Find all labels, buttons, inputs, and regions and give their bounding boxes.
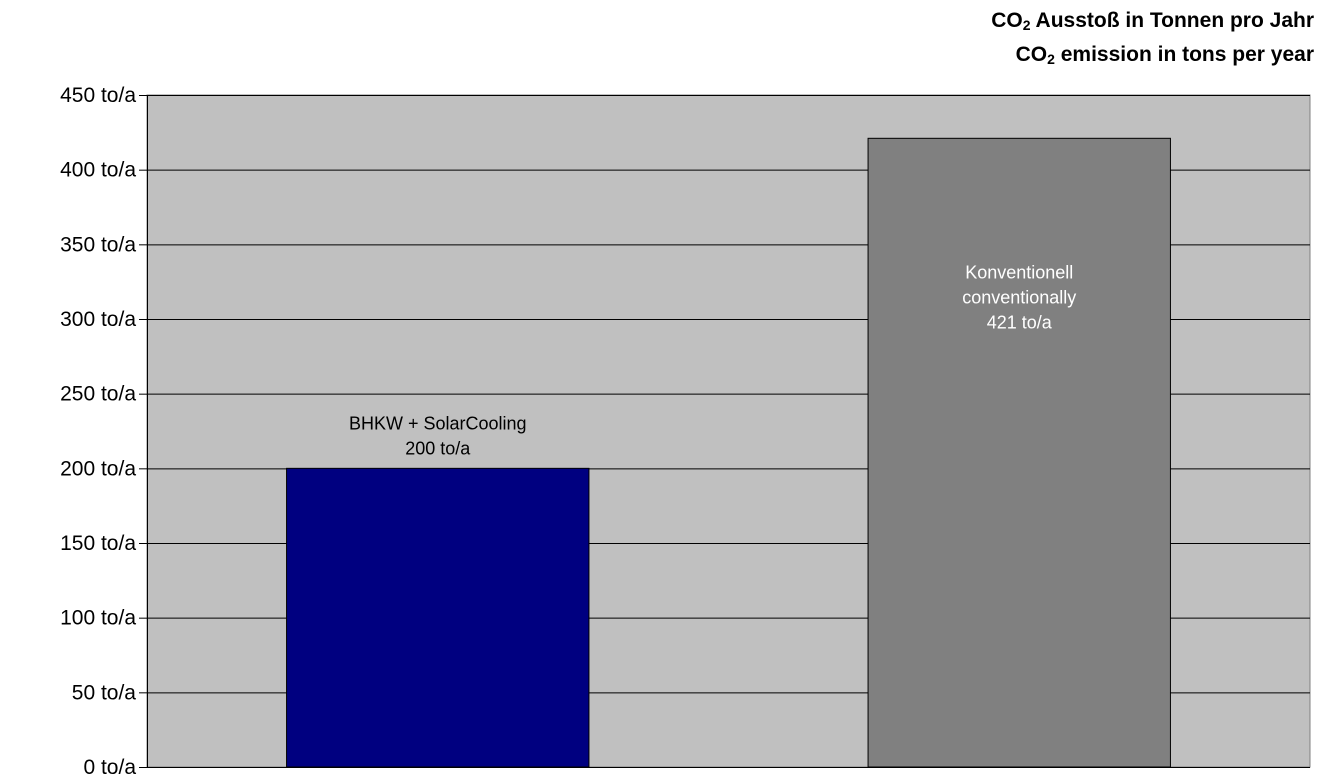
y-tick-label: 400 to/a <box>60 159 136 182</box>
y-axis: 0 to/a 50 to/a 100 to/a 150 to/a 200 to/a 250… <box>60 84 1310 779</box>
y-tick-label: 350 to/a <box>60 233 136 256</box>
bar-labels: BHKW + SolarCooling 200 to/a Konventionell… <box>349 262 1076 458</box>
bar-data-label: Konventionell <box>965 262 1073 282</box>
y-tick-label: 0 to/a <box>83 756 136 779</box>
bar <box>286 467 590 768</box>
y-tick-label: 450 to/a <box>60 84 136 107</box>
bar-data-label: conventionally <box>962 287 1076 307</box>
chart-title-german: CO2 Ausstoß in Tonnen pro Jahr <box>991 9 1314 33</box>
chart-title: CO2 Ausstoß in Tonnen pro Jahr CO2 emiss… <box>991 6 1314 74</box>
bar-data-label: BHKW + SolarCooling <box>349 413 527 433</box>
y-tick-label: 150 to/a <box>60 532 136 555</box>
bar-data-label: 200 to/a <box>405 438 471 458</box>
y-tick-label: 50 to/a <box>72 681 137 704</box>
y-tick-label: 100 to/a <box>60 607 136 630</box>
bar-data-label: 421 to/a <box>987 312 1053 332</box>
y-tick-label: 250 to/a <box>60 383 136 406</box>
y-tick-label: 300 to/a <box>60 308 136 331</box>
bar <box>867 137 1171 768</box>
y-tick-label: 200 to/a <box>60 457 136 480</box>
bars <box>286 137 1171 768</box>
chart-title-english: CO2 emission in tons per year <box>1015 43 1314 67</box>
